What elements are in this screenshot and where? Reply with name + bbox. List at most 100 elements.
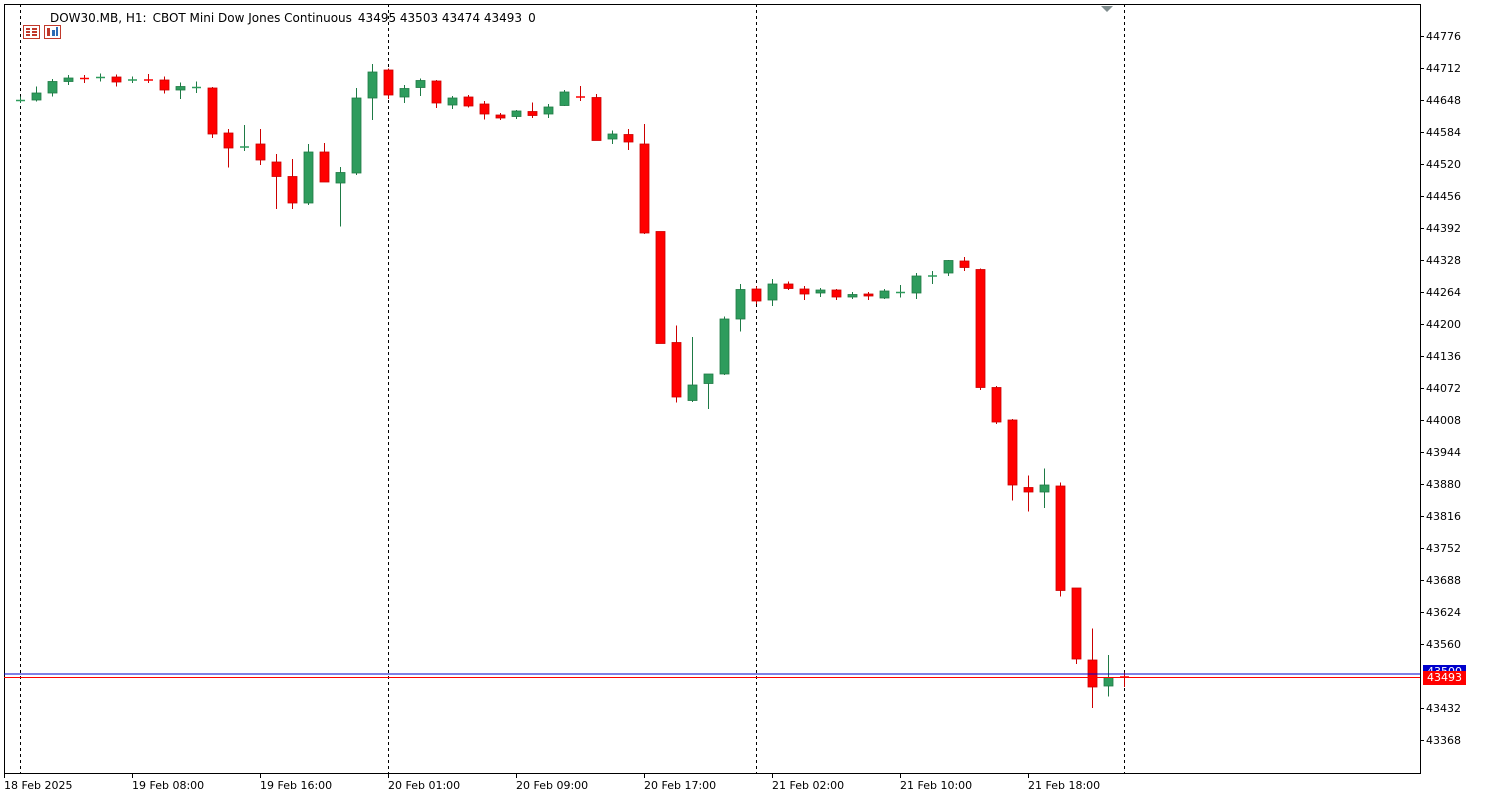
candle-body <box>911 275 922 294</box>
price-tick-label: 43688 <box>1426 574 1461 587</box>
candle <box>735 284 746 332</box>
candle <box>799 286 810 300</box>
candle <box>16 96 25 103</box>
candle-body <box>543 106 554 115</box>
candle-body <box>1071 587 1082 660</box>
chart-properties-icon[interactable] <box>8 11 41 39</box>
price-tick-label: 44328 <box>1426 254 1461 267</box>
candle-body <box>287 176 298 204</box>
candle <box>144 74 153 83</box>
candle-body <box>943 260 954 274</box>
price-tick-label: 44200 <box>1426 318 1461 331</box>
bid-price-label: 43493 <box>1423 670 1466 685</box>
price-tick-label: 44648 <box>1426 94 1461 107</box>
candle <box>96 73 105 82</box>
candle-body <box>847 294 858 298</box>
price-tick-label: 43944 <box>1426 446 1461 459</box>
candle-body <box>319 151 330 183</box>
time-tick-label: 19 Feb 08:00 <box>132 779 204 792</box>
candle <box>80 75 89 83</box>
candle-body <box>991 387 1002 423</box>
price-tick-label: 44136 <box>1426 350 1461 363</box>
candle <box>559 90 570 106</box>
candle <box>255 129 266 165</box>
candle <box>1039 468 1050 508</box>
candle <box>1071 587 1082 664</box>
candle-body <box>671 342 682 398</box>
price-tick-label: 43432 <box>1426 702 1461 715</box>
candle <box>463 95 474 108</box>
time-tick-label: 20 Feb 17:00 <box>644 779 716 792</box>
price-tick-label: 44520 <box>1426 158 1461 171</box>
candle-body <box>367 71 378 99</box>
candle-body <box>1023 487 1034 493</box>
price-tick-label: 43560 <box>1426 638 1461 651</box>
candle <box>991 386 1002 424</box>
candle <box>543 104 554 118</box>
price-tick-label: 43816 <box>1426 510 1461 523</box>
candle-body <box>1039 484 1050 493</box>
candle-body <box>687 384 698 401</box>
candle <box>576 86 585 101</box>
instrument-icon[interactable] <box>29 11 62 39</box>
candle <box>271 154 282 209</box>
candle <box>111 74 122 87</box>
chart-shift-marker <box>1101 6 1113 12</box>
candle-body <box>47 81 58 94</box>
candle <box>479 101 490 120</box>
candle-body <box>447 97 458 106</box>
candle <box>751 286 762 304</box>
candle <box>975 268 986 390</box>
candle <box>287 159 298 209</box>
price-tick-label: 44072 <box>1426 382 1461 395</box>
candle-body <box>63 77 74 82</box>
candle <box>351 88 362 175</box>
candle <box>383 68 394 99</box>
candle-body <box>863 293 874 297</box>
candle <box>623 129 634 150</box>
candle <box>767 279 778 306</box>
candle-body <box>1007 419 1018 486</box>
candle <box>399 85 410 103</box>
candle <box>1023 475 1034 512</box>
time-tick-label: 21 Feb 18:00 <box>1028 779 1100 792</box>
candle <box>607 130 618 144</box>
candle-body <box>751 288 762 302</box>
time-tick-label: 21 Feb 02:00 <box>772 779 844 792</box>
price-lines <box>4 673 1420 678</box>
candle <box>847 292 858 299</box>
candle-layer <box>16 64 1129 708</box>
candle-body <box>111 76 122 83</box>
candle <box>928 271 937 284</box>
price-tick-label: 44712 <box>1426 62 1461 75</box>
ohlc-values: 43495 43503 43474 43493 <box>357 11 523 25</box>
candle <box>911 273 922 299</box>
price-tick-label: 44392 <box>1426 222 1461 235</box>
candle <box>207 87 218 138</box>
candle <box>240 125 249 151</box>
candle <box>719 316 730 375</box>
candle-body <box>399 88 410 98</box>
candle-body <box>431 80 442 104</box>
price-tick-label: 44264 <box>1426 286 1461 299</box>
candle-body <box>783 283 794 289</box>
candle <box>1055 482 1066 597</box>
candle-body <box>655 231 666 344</box>
symbol-timeframe: DOW30.MB, H1: <box>50 11 147 25</box>
candle-body <box>271 161 282 177</box>
candle <box>319 143 330 183</box>
price-tick-label: 43368 <box>1426 734 1461 747</box>
candle-body <box>255 143 266 161</box>
candle <box>815 288 826 297</box>
candle <box>192 81 201 93</box>
candle-body <box>303 151 314 204</box>
candle <box>863 292 874 300</box>
candle-body <box>351 97 362 174</box>
candle <box>943 260 954 276</box>
candle <box>879 289 890 299</box>
candle-body <box>591 97 602 141</box>
candle <box>896 285 905 298</box>
candle-body <box>175 86 186 91</box>
candle <box>31 86 42 102</box>
